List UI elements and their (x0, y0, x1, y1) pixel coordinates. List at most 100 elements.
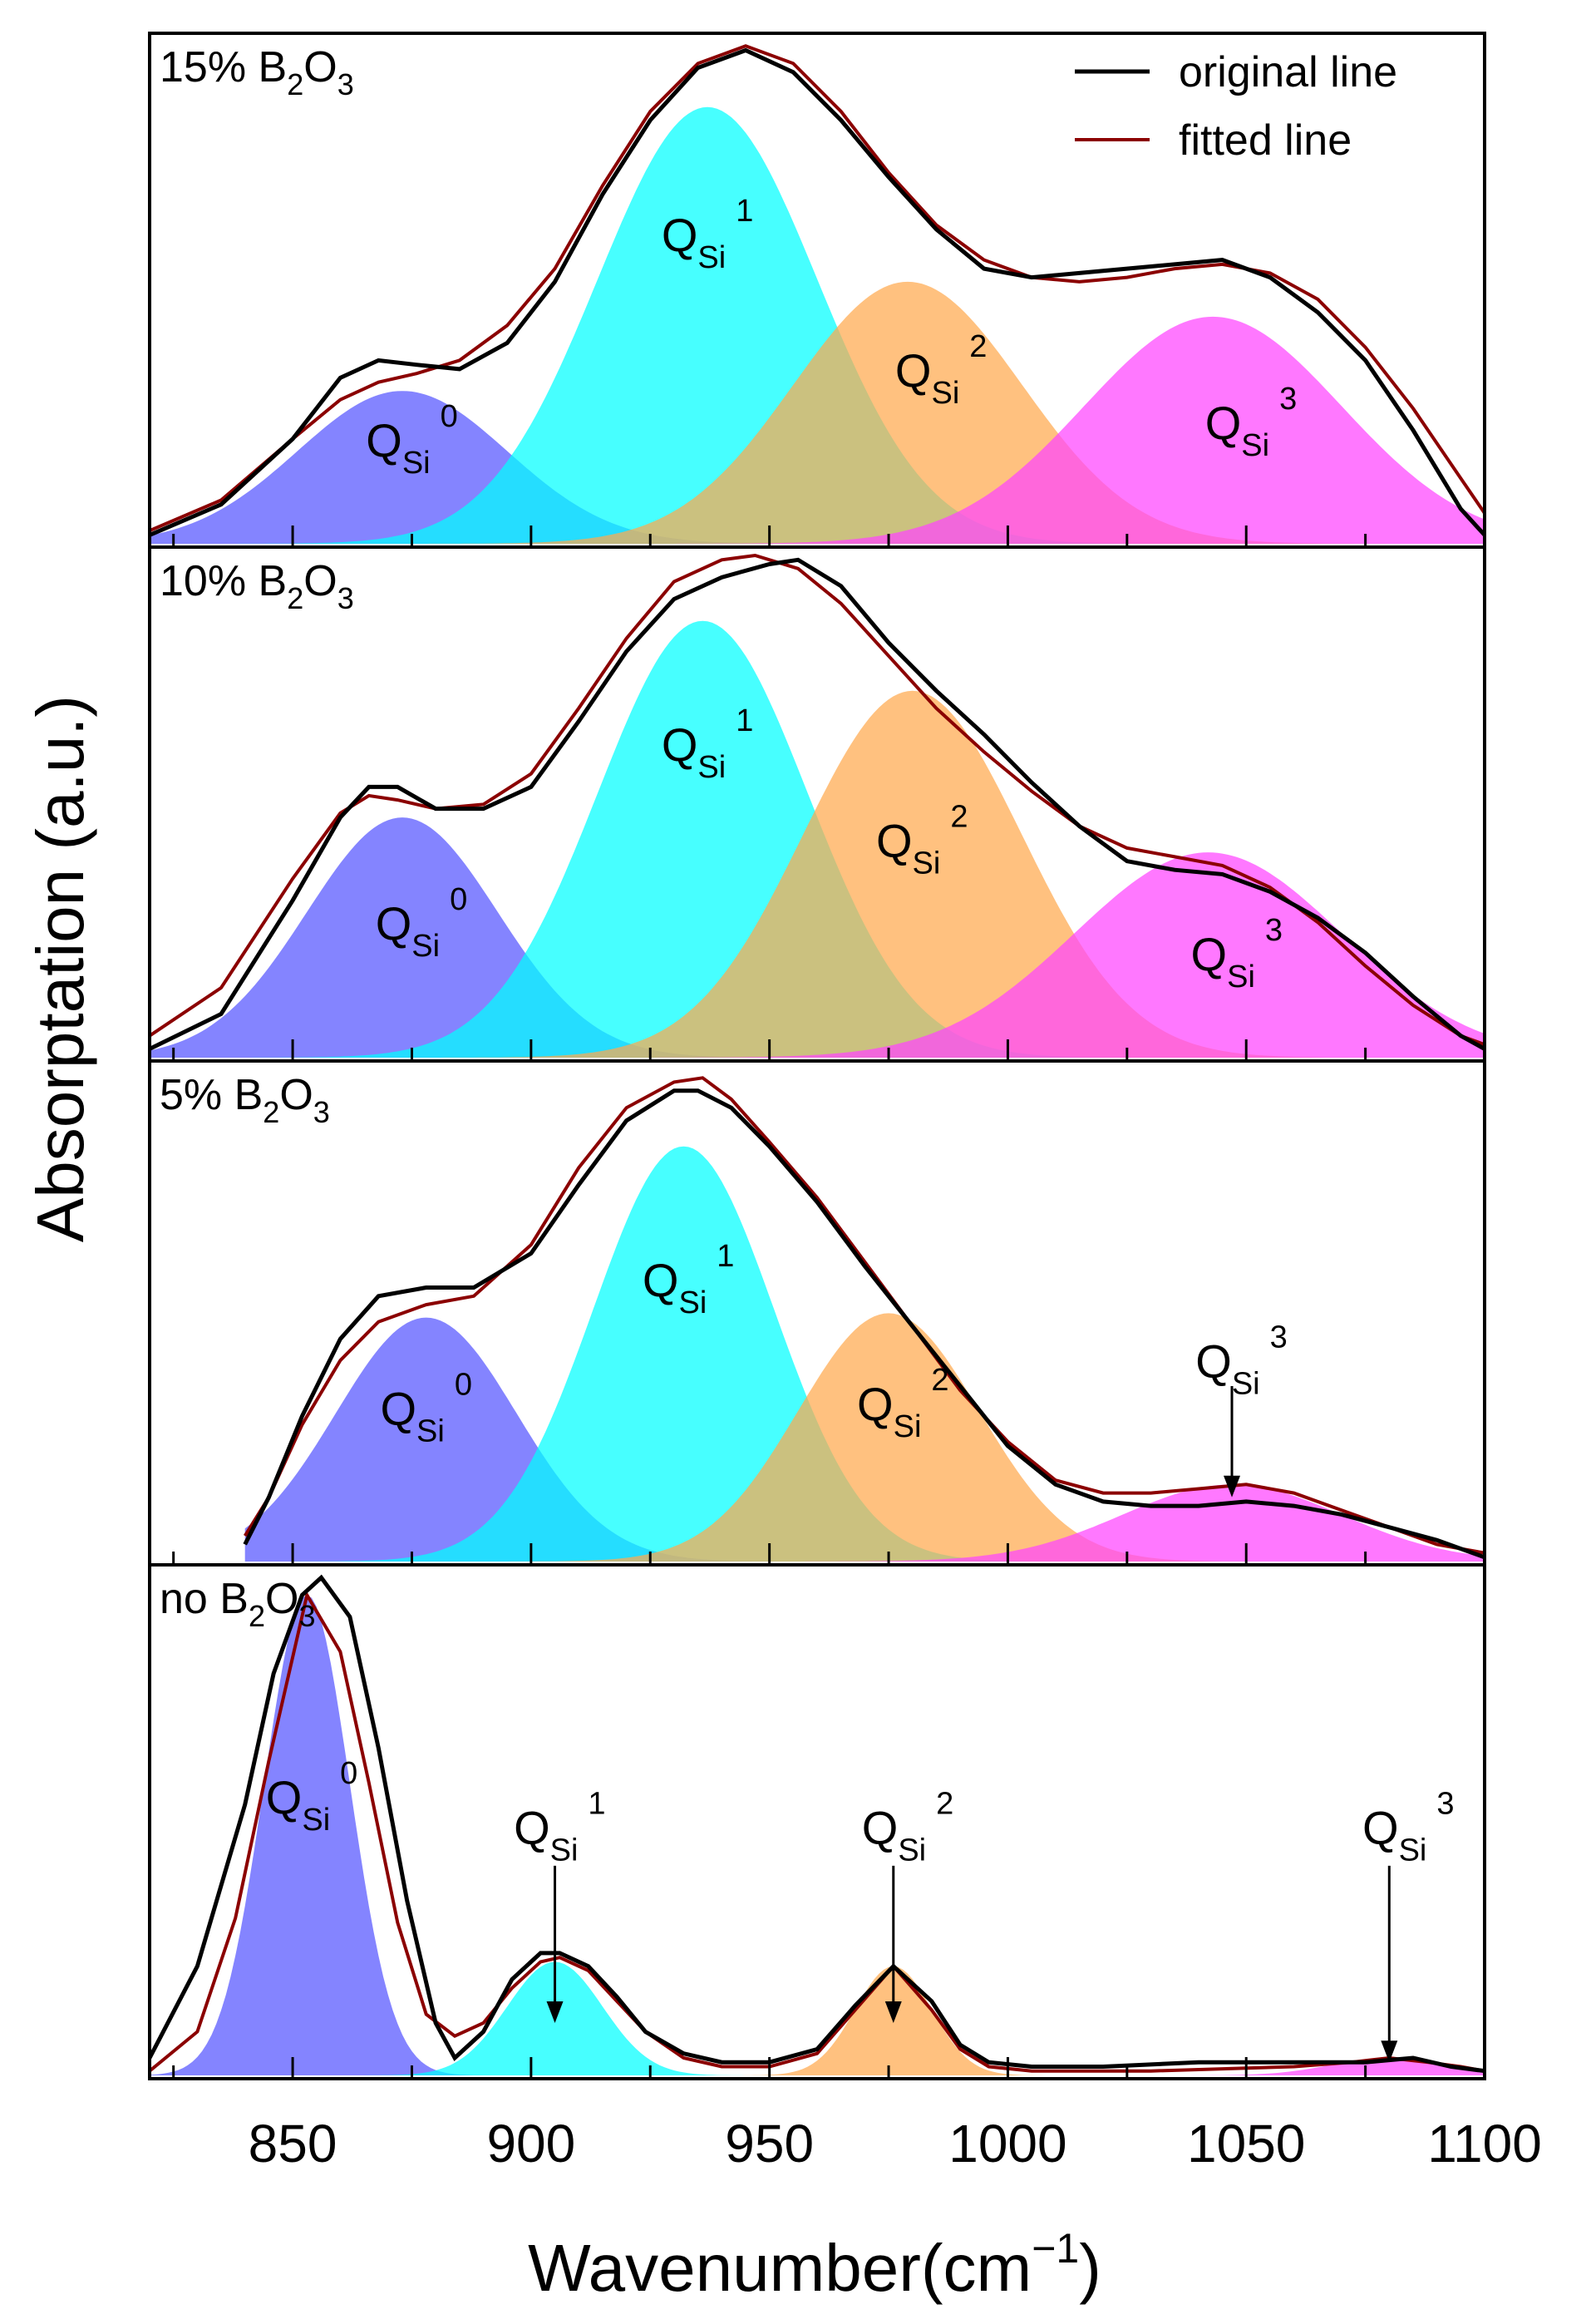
panel-plot-area (150, 1574, 1485, 2075)
component-area-q0 (150, 1595, 1485, 2075)
panel-label-subscript: 2 (287, 581, 303, 615)
component-label-subscript: Si (1232, 1367, 1260, 1402)
component-label-subscript: Si (402, 446, 431, 481)
component-label-q0: QSi 0 (380, 1367, 472, 1448)
original-line (150, 1574, 1485, 2074)
component-label-q2: QSi 2 (895, 329, 988, 411)
component-label-q1: QSi 1 (514, 1787, 606, 1868)
panel-label-subscript: 3 (337, 67, 354, 101)
component-label-q0: QSi 0 (266, 1756, 358, 1838)
x-tick-label: 950 (725, 2114, 814, 2174)
legend-fitted-label: fitted line (1179, 116, 1352, 165)
component-label-q: Q (862, 1802, 899, 1854)
component-label-q: Q (1195, 1335, 1232, 1388)
panel-plot-area (150, 44, 1485, 545)
original-line (243, 1088, 1485, 1560)
component-label-q: Q (662, 209, 698, 261)
component-label-q1: QSi 1 (662, 703, 754, 785)
component-label-superscript: 0 (340, 1756, 357, 1791)
panel-label-subscript: 3 (337, 581, 354, 615)
panel-label-text: 15% B (160, 43, 287, 91)
component-label-subscript: Si (1241, 428, 1269, 463)
original-line (150, 47, 1485, 537)
component-label-q0: QSi 0 (376, 882, 468, 964)
component-label-superscript: 1 (717, 1239, 734, 1274)
component-arrow-head (546, 2001, 564, 2023)
component-label-q: Q (366, 414, 402, 466)
component-label-q2: QSi 2 (862, 1787, 954, 1868)
component-label-q: Q (643, 1254, 679, 1306)
legend: original line fitted line (1075, 48, 1397, 165)
component-label-superscript: 1 (588, 1787, 605, 1822)
component-label-q: Q (1191, 928, 1228, 980)
component-label-superscript: 1 (736, 703, 753, 738)
component-label-q: Q (1362, 1802, 1399, 1854)
x-tick-label: 900 (486, 2114, 575, 2174)
x-axis-title: Wavenumber(cm−1) (528, 2225, 1101, 2305)
fitted-line (150, 553, 1485, 1047)
x-tick-label: 1000 (948, 2114, 1066, 2174)
component-label-q: Q (1205, 397, 1242, 449)
component-label-superscript: 3 (1436, 1787, 1454, 1822)
panel-plot-area (150, 553, 1485, 1058)
component-label-subscript: Si (913, 846, 941, 881)
x-axis-title-superscript: −1 (1032, 2225, 1079, 2272)
x-axis-title-text: Wavenumber(cm (528, 2231, 1032, 2305)
component-label-superscript: 0 (455, 1367, 472, 1402)
panel-label-subscript: 2 (263, 1095, 279, 1129)
component-arrow-head (1381, 2040, 1398, 2063)
panel-label-subscript: 2 (287, 67, 303, 101)
component-label-subscript: Si (894, 1409, 922, 1444)
component-label-q1: QSi 1 (643, 1239, 735, 1320)
component-area-q2 (244, 1313, 1485, 1562)
component-label-q3: QSi 3 (1362, 1787, 1455, 1868)
x-tick-label: 850 (249, 2114, 337, 2174)
component-label-q2: QSi 2 (857, 1363, 949, 1444)
panel-label-text-oxygen: O (303, 43, 337, 91)
x-tick-labels: 850 900 950 1000 1050 1100 (249, 2114, 1542, 2174)
component-label-subscript: Si (550, 1833, 579, 1868)
panel-label-text-oxygen: O (279, 1071, 313, 1119)
component-area-q3 (150, 852, 1485, 1058)
panel-label: 5% B2O3 (160, 1071, 330, 1129)
component-label-superscript: 3 (1265, 913, 1283, 948)
panel-label-subscript: 3 (313, 1095, 330, 1129)
panel-frame (148, 1563, 1486, 2080)
panel-label-subscript: 2 (249, 1599, 265, 1633)
component-label-subscript: Si (416, 1414, 445, 1448)
y-axis-title: Absorptation (a.u.) (23, 695, 97, 1242)
component-label-q3: QSi 3 (1205, 382, 1298, 463)
component-area-q3 (244, 1484, 1485, 1562)
component-label-subscript: Si (1227, 960, 1255, 994)
component-label-superscript: 1 (736, 194, 753, 229)
panel-label-text: no B (160, 1575, 249, 1623)
panel-label-text: 10% B (160, 557, 287, 605)
panel-label-subscript: 3 (298, 1599, 315, 1633)
component-label-subscript: Si (302, 1803, 330, 1838)
x-tick-label: 1050 (1187, 2114, 1305, 2174)
component-label-superscript: 0 (450, 882, 467, 917)
x-axis-title-close: ) (1079, 2231, 1101, 2305)
component-label-subscript: Si (411, 929, 440, 964)
component-area-q1 (150, 1961, 1485, 2075)
panel-label: 15% B2O3 (160, 43, 354, 101)
component-label-superscript: 2 (950, 799, 968, 834)
panel-label: 10% B2O3 (160, 557, 354, 615)
fitted-line (150, 44, 1485, 533)
fitted-line (244, 1076, 1485, 1555)
component-arrow-head (1224, 1475, 1241, 1498)
x-tick-label: 1100 (1427, 2114, 1542, 2174)
component-label-superscript: 3 (1279, 382, 1297, 417)
panel-plot-area (243, 1076, 1485, 1562)
panel-label-text-oxygen: O (265, 1575, 298, 1623)
component-label-q: Q (514, 1802, 550, 1854)
component-label-subscript: Si (678, 1285, 707, 1320)
component-label-q3: QSi 3 (1191, 913, 1283, 994)
component-label-subscript: Si (1399, 1833, 1427, 1868)
component-area-q2 (150, 281, 1485, 544)
